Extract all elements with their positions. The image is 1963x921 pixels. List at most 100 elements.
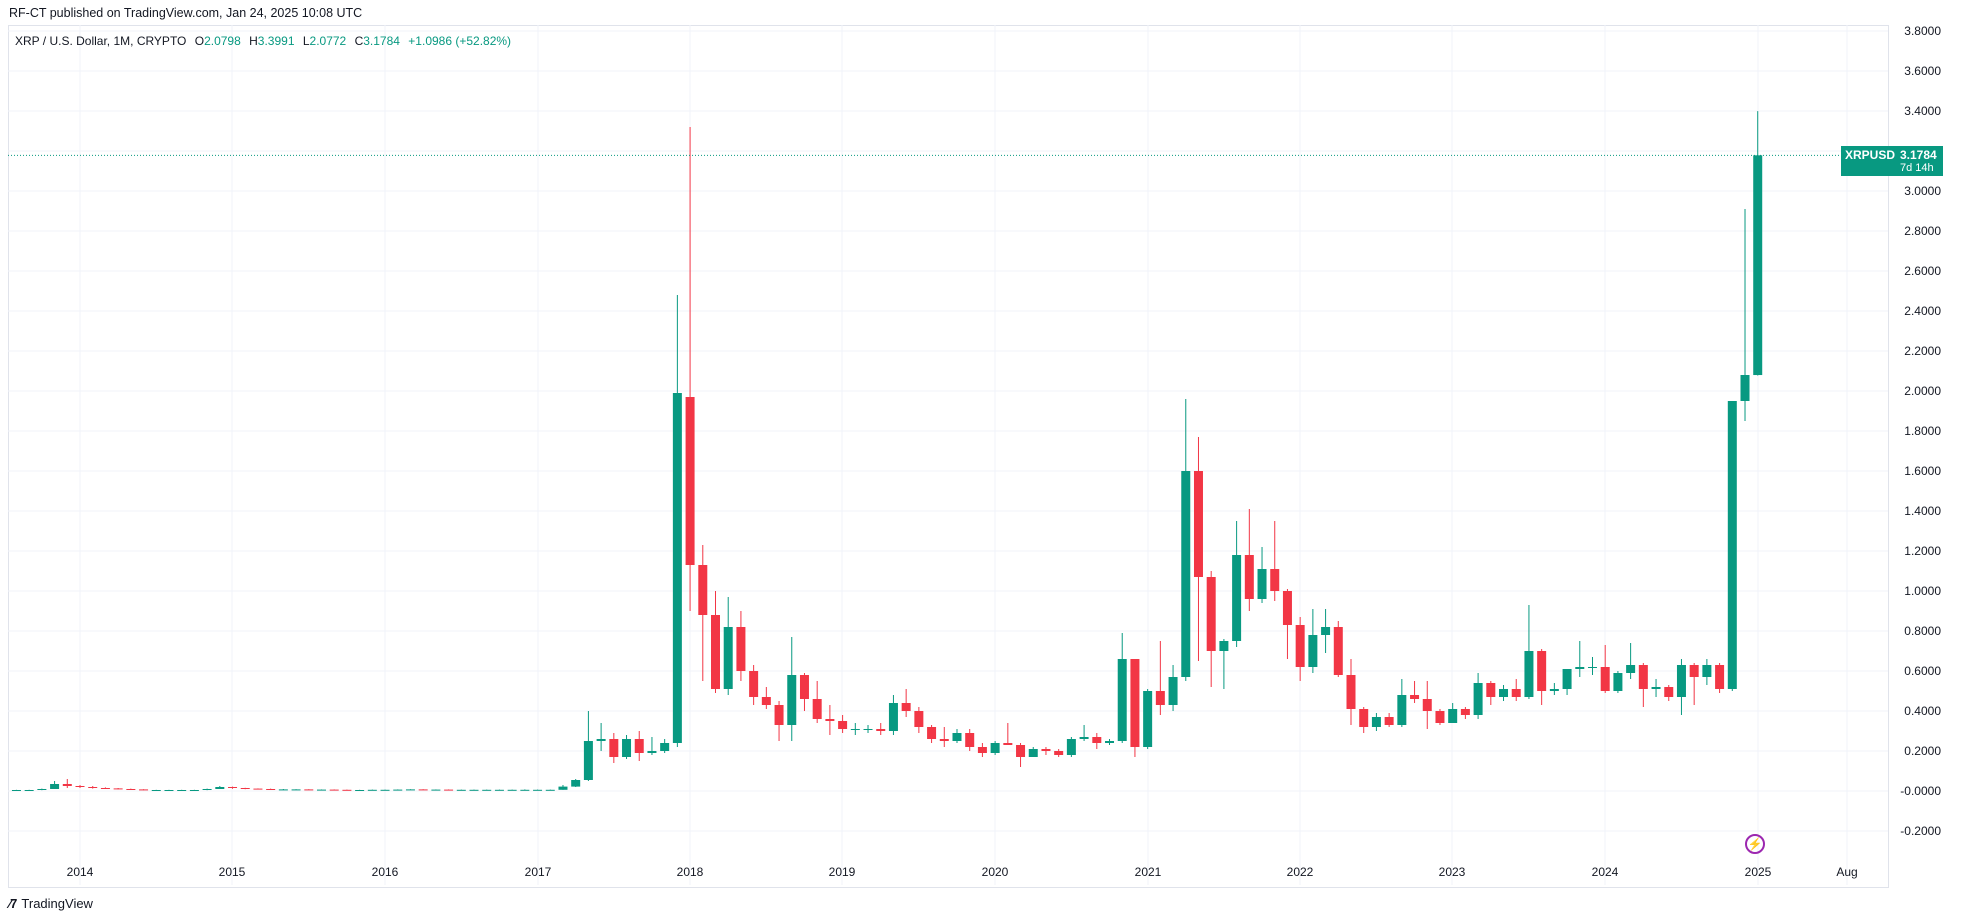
candle-body <box>1130 659 1140 747</box>
legend-symbol: XRP / U.S. Dollar, 1M, CRYPTO <box>15 34 187 48</box>
x-tick-label: 2019 <box>829 865 856 879</box>
candle-body <box>1524 651 1534 697</box>
legend-high-value: 3.3991 <box>257 34 295 48</box>
candle-body <box>596 739 606 741</box>
candle-body <box>1028 749 1038 757</box>
candle-body <box>1257 569 1267 599</box>
candle-body <box>126 789 136 790</box>
candle-body <box>37 789 47 790</box>
candle-body <box>1473 683 1483 715</box>
candle-body <box>1689 665 1699 677</box>
candle-body <box>863 729 873 730</box>
candle-body <box>685 397 695 565</box>
legend-open-label: O <box>194 34 205 48</box>
candle-body <box>1600 667 1610 691</box>
candle-body <box>1041 749 1051 751</box>
tradingview-footer[interactable]: ⁄7 TradingView <box>9 896 93 911</box>
legend-change: +1.0986 (+52.82%) <box>408 34 512 48</box>
candle-body <box>355 790 365 791</box>
candle-body <box>1321 627 1331 635</box>
candle-body <box>1181 471 1191 677</box>
candle-body <box>342 789 352 791</box>
x-tick-label: 2017 <box>525 865 552 879</box>
legend-close-value: 3.1784 <box>363 34 400 48</box>
candle-body <box>1282 591 1292 625</box>
x-tick-label: 2023 <box>1439 865 1466 879</box>
candle-body <box>215 787 225 789</box>
candle-body <box>482 789 492 791</box>
candle-body <box>11 790 21 791</box>
candle-body <box>1753 155 1763 376</box>
candle-body <box>545 789 555 791</box>
candle-body <box>393 789 403 791</box>
candle-body <box>1575 667 1585 669</box>
candle-body <box>647 751 657 753</box>
candle-body <box>202 789 212 790</box>
candle-body <box>622 739 632 757</box>
legend-open-value: 2.0798 <box>204 34 241 48</box>
candle-body <box>418 789 428 791</box>
candle-body <box>1105 741 1115 743</box>
y-tick-label: 1.8000 <box>1904 424 1941 438</box>
last-price-tag: XRPUSD 3.1784 7d 14h <box>1841 146 1943 176</box>
x-tick-label: 2020 <box>982 865 1009 879</box>
y-tick-label: 3.8000 <box>1904 24 1941 38</box>
candle-body <box>1079 737 1089 739</box>
candle-body <box>1651 687 1661 689</box>
candle-body <box>1193 471 1203 577</box>
candle-body <box>494 789 504 791</box>
candle-body <box>1448 709 1458 723</box>
candle-body <box>1587 667 1597 668</box>
candle-body <box>1460 709 1470 715</box>
x-axis: 2014 2015 2016 2017 2018 2019 2020 2021 2022 2023… <box>67 865 1858 879</box>
plot-frame <box>8 25 1889 888</box>
candle-body <box>1702 665 1712 677</box>
grid-lines <box>8 25 1888 885</box>
candle-body <box>952 733 962 741</box>
candle-body <box>50 784 60 789</box>
candle-body <box>1295 625 1305 667</box>
candle-body <box>520 789 530 791</box>
candle-body <box>1155 691 1165 705</box>
candle-body <box>914 711 924 727</box>
legend-low-value: 2.0772 <box>309 34 347 48</box>
price-tag-price: 3.1784 <box>1900 148 1937 162</box>
candle-body <box>253 788 263 790</box>
candle-body <box>1715 665 1725 689</box>
legend-close-label: C <box>354 34 364 48</box>
candle-body <box>405 789 415 791</box>
candle-body <box>469 789 479 791</box>
candle-body <box>1359 709 1369 727</box>
candle-body <box>888 703 898 731</box>
candle-body <box>444 789 454 791</box>
candle-body <box>1486 683 1496 697</box>
candle-body <box>1308 635 1318 667</box>
y-tick-label: 0.2000 <box>1904 744 1941 758</box>
ohlc-legend: XRP / U.S. Dollar, 1M, CRYPTO O2.0798 H3… <box>15 34 516 48</box>
footer-brand: TradingView <box>21 896 93 911</box>
tradingview-logo-icon: ⁄7 <box>9 896 17 911</box>
candle-body <box>660 743 670 751</box>
x-tick-label: 2016 <box>372 865 399 879</box>
candle-body <box>1626 665 1636 673</box>
candle-body <box>316 789 326 791</box>
y-axis: 3.80003.60003.40003.20003.00002.80002.60… <box>1900 24 1941 838</box>
candle-body <box>749 671 759 697</box>
candle-body <box>113 788 123 790</box>
candle-body <box>927 727 937 739</box>
candle-body <box>456 789 466 791</box>
x-tick-label: 2015 <box>219 865 246 879</box>
flash-icon[interactable]: ⚡ <box>1745 834 1765 854</box>
x-tick-label: 2025 <box>1745 865 1772 879</box>
y-tick-label: 1.2000 <box>1904 544 1941 558</box>
x-tick-label: Aug <box>1836 865 1857 879</box>
x-tick-label: 2022 <box>1287 865 1314 879</box>
candle-body <box>1499 689 1509 697</box>
y-tick-label: 2.2000 <box>1904 344 1941 358</box>
candle-body <box>698 565 708 615</box>
candle-body <box>329 789 339 791</box>
candle-body <box>876 729 886 731</box>
candle-body <box>1219 641 1229 651</box>
candle-body <box>1740 375 1750 401</box>
